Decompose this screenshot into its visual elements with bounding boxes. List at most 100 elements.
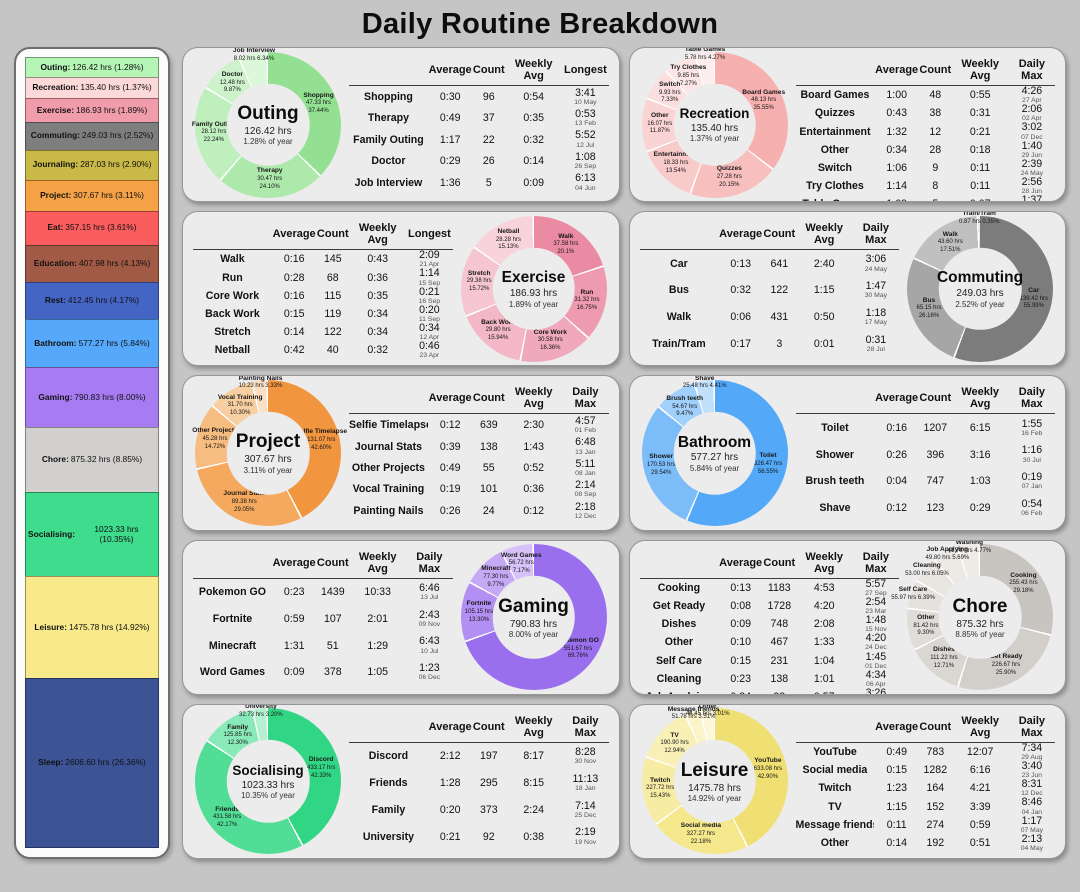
category-card-commuting: Average Count Weekly Avg Daily Max Car 0:13 64… (628, 211, 1066, 367)
row-label: Table Games (796, 198, 875, 201)
stats-table-recreation: Average Count Weekly Avg Daily Max Board Gam… (795, 52, 1055, 201)
max-time: 0:31 (865, 333, 887, 346)
cell-average: 0:49 (439, 112, 461, 125)
max-time: 5:52 (575, 129, 596, 142)
cell-count: 9 (932, 162, 939, 175)
cell-average: 0:23 (730, 672, 751, 685)
max-date: 15 Nov (865, 626, 887, 634)
donut-title: Bathroom (677, 433, 752, 451)
col-header-weekly-avg: Weekly Avg (961, 386, 1000, 411)
col-header-average: Average (875, 392, 919, 405)
stats-table-gaming: Average Count Weekly Avg Daily Max Pokemon G… (193, 545, 453, 690)
donut-center-gaming: Gaming 790.83 hrs 8.00% of year (492, 575, 575, 659)
max-time: 11:13 (572, 772, 599, 785)
col-header-daily-max: Daily Max (1018, 386, 1046, 411)
cell-weekly-avg: 2:24 (523, 803, 544, 816)
row-label: Discord (368, 750, 409, 763)
max-time: 4:26 (1021, 84, 1043, 97)
cell-average: 0:30 (439, 90, 461, 103)
cell-average: 0:49 (439, 461, 461, 474)
donut-year-share: 1.28% of year (243, 137, 293, 147)
category-label: Bathroom: (34, 337, 77, 348)
cell-average: 0:09 (283, 666, 305, 679)
sidebar-bar-exercise: Exercise: 186.93 hrs (1.89%) (25, 98, 159, 123)
max-time: 4:57 (575, 414, 596, 427)
category-label: Rest: (44, 295, 66, 306)
donut-center-project: Project 307.67 hrs 3.11% of year (226, 411, 310, 495)
table-row-self-care: Self Care 0:15 231 1:04 1:45 01 Dec (640, 651, 900, 670)
sidebar-bar-project: Project: 307.67 hrs (3.11%) (25, 179, 159, 212)
donut-center-socialising: Socialising 1023.33 hrs 10.35% of year (226, 740, 310, 823)
cell-average: 0:26 (886, 448, 907, 461)
cell-weekly-avg: 0:52 (523, 461, 544, 474)
row-label: Walk (220, 253, 245, 266)
max-date: 29 Aug (1021, 753, 1043, 761)
max-date: 06 Dec (418, 674, 441, 682)
cell-max: 2:56 28 Jun (1009, 177, 1055, 196)
cell-count: 748 (770, 618, 789, 631)
col-header-daily-max: Daily Max (1018, 714, 1046, 739)
row-label: Get Ready (652, 599, 706, 612)
cell-average: 0:09 (730, 618, 751, 631)
col-header-daily-max: Daily Max (572, 386, 599, 411)
cell-count: 55 (482, 461, 495, 474)
col-header-average: Average (719, 228, 763, 241)
max-time: 5:57 (865, 577, 887, 590)
cell-average: 0:16 (283, 253, 305, 266)
cell-max: 1:47 30 May (853, 281, 899, 300)
stats-table-outing: Average Count Weekly Avg Longest Shopping 0:3… (349, 52, 609, 197)
donut-year-share: 10.35% of year (241, 790, 295, 800)
category-label: Sleep: (38, 756, 64, 767)
donut-year-share: 1.89% of year (508, 299, 559, 309)
category-card-outing: Shopping 47.33 hrs 37.44% Therapy 30.47 hrs 2… (182, 47, 620, 203)
row-label: Family (371, 803, 406, 816)
table-row-other: Other 0:10 467 1:33 4:20 24 Dec (640, 633, 900, 652)
stats-table-bathroom: Average Count Weekly Avg Daily Max Toilet 0:1… (795, 380, 1055, 525)
table-row-cooking: Cooking 0:13 1183 4:53 5:57 27 Sep (640, 577, 900, 597)
row-label: Brush teeth (805, 475, 865, 488)
table-row-journal-stats: Journal Stats 0:39 138 1:43 6:48 13 Jan (349, 436, 609, 457)
category-label: Socialising: (28, 528, 76, 539)
donut-chart-chore: Cooking 255.43 hrs 29.18% Get Ready 226.67 h… (891, 541, 1055, 692)
cell-weekly-avg: 6:15 (969, 421, 991, 434)
category-stat: 412.45 hrs (4.17%) (67, 295, 140, 306)
cell-max: 2:13 04 May (1009, 833, 1055, 852)
category-card-recreation: Board Games 48.13 hrs 35.55% Quizzes 27.28 h… (628, 47, 1066, 203)
col-header-daily-max: Daily Max (416, 550, 443, 575)
table-row-message-friends: Message friends 0:11 274 0:59 1:17 07 May (796, 815, 1056, 834)
cell-weekly-avg: 1:01 (813, 672, 835, 685)
cell-weekly-avg: 0:01 (813, 338, 835, 350)
donut-title: Exercise (501, 269, 566, 287)
cell-weekly-avg: 4:21 (969, 782, 991, 795)
col-header-weekly-avg: Weekly Avg (805, 550, 844, 575)
cell-average: 0:15 (886, 764, 907, 777)
category-label: Recreation: (32, 82, 79, 93)
cell-average: 1:06 (886, 162, 907, 175)
cell-weekly-avg: 0:14 (523, 155, 544, 168)
cell-max: 6:43 10 Jul (406, 636, 452, 655)
category-card-bathroom: Toilet 326.47 hrs 56.55% Shower 170.53 hrs 29… (628, 375, 1066, 531)
cell-count: 295 (479, 776, 498, 789)
table-row-selfie-timelapse: Selfie Timelapse 0:12 639 2:30 4:57 01 Feb (349, 414, 609, 435)
cell-count: 92 (482, 830, 495, 843)
row-label: Job Applying (640, 691, 719, 694)
table-row-stretch: Stretch 0:14 122 0:34 0:34 12 Apr (193, 322, 453, 341)
donut-chart-socialising: Discord 433.17 hrs 42.33% Friends 431.58 hrs… (193, 705, 343, 856)
cell-weekly-avg: 8:17 (523, 750, 544, 763)
cell-weekly-avg: 1:33 (813, 636, 835, 649)
table-row-core-work: Core Work 0:16 115 0:35 0:21 16 Sep (193, 286, 453, 305)
cell-count: 107 (323, 612, 342, 625)
row-label: Train/Tram (652, 338, 706, 350)
cell-max: 6:48 13 Jan (562, 437, 608, 456)
cell-weekly-avg: 0:11 (970, 162, 991, 175)
donut-year-share: 5.84% of year (689, 463, 740, 473)
cell-average: 2:12 (439, 750, 461, 763)
table-header-row: Average Count Weekly Avg Longest (193, 220, 453, 251)
max-time: 7:14 (575, 799, 596, 812)
row-label: Quizzes (814, 107, 855, 120)
row-label: TV (828, 800, 842, 813)
col-header-weekly-avg: Weekly Avg (514, 714, 553, 739)
max-date: 06 Feb (1021, 510, 1043, 518)
max-date: 12 Dec (574, 512, 597, 520)
category-label: Eat: (47, 222, 64, 233)
